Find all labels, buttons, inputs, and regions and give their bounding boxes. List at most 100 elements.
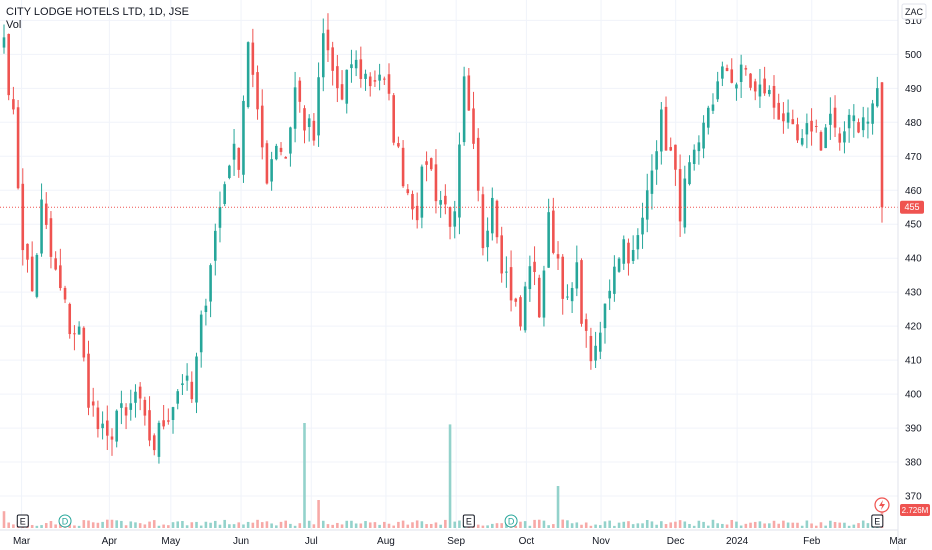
- last-volume-badge: 2.726M: [900, 504, 930, 516]
- volume-bar-103: [486, 525, 489, 528]
- candle-29: [138, 382, 142, 411]
- candle-body-17: [82, 327, 86, 358]
- candle-body-25: [120, 403, 123, 408]
- candle-130: [613, 255, 616, 302]
- time-tick-4: Jul: [305, 536, 318, 547]
- candle-body-2: [12, 99, 15, 110]
- volume-bar-87: [411, 522, 414, 528]
- candle-16: [77, 321, 81, 335]
- volume-bar-84: [397, 521, 400, 528]
- candle-156: [735, 82, 738, 101]
- volume-legend-label[interactable]: Vol: [6, 19, 22, 31]
- volume-bar-69: [326, 524, 330, 528]
- candle-127: [598, 321, 602, 360]
- volume-bar-72: [340, 524, 344, 528]
- candle-154: [725, 64, 729, 72]
- candle-11: [54, 251, 57, 271]
- candle-body-20: [96, 407, 100, 430]
- volume-bar-177: [833, 521, 837, 528]
- candle-body-179: [843, 131, 846, 143]
- candle-body-134: [631, 249, 635, 261]
- candle-184: [866, 107, 870, 139]
- candle-body-123: [580, 260, 583, 324]
- candle-body-161: [758, 84, 762, 97]
- price-tick-400: 400: [905, 390, 922, 401]
- candle-5: [26, 243, 29, 273]
- volume-bar-141: [664, 524, 668, 528]
- candle-116: [547, 198, 550, 268]
- candle-body-110: [519, 297, 522, 327]
- volume-bars: [2, 423, 884, 528]
- candle-body-106: [500, 235, 503, 274]
- volume-bar-16: [77, 525, 81, 528]
- candle-body-187: [880, 82, 884, 208]
- candle-body-169: [796, 124, 799, 141]
- candle-165: [777, 93, 780, 120]
- candle-80: [378, 63, 381, 91]
- candle-78: [368, 72, 372, 97]
- candle-33: [157, 420, 161, 464]
- volume-bar-122: [575, 522, 579, 528]
- time-tick-10: 2024: [726, 536, 749, 547]
- candle-body-64: [303, 108, 306, 131]
- volume-bar-155: [730, 519, 734, 528]
- volume-bar-62: [293, 525, 297, 528]
- chart-grid: [0, 0, 899, 530]
- candle-23: [110, 428, 114, 456]
- candle-body-92: [434, 164, 438, 202]
- candle-body-159: [749, 73, 752, 88]
- candle-44: [209, 263, 212, 318]
- candle-92: [434, 149, 438, 214]
- currency-badge: ZAC: [901, 3, 927, 20]
- candle-164: [772, 75, 776, 120]
- volume-bar-124: [584, 522, 588, 528]
- volume-bar-114: [537, 519, 541, 528]
- candle-body-120: [566, 296, 569, 298]
- candle-body-107: [505, 271, 508, 273]
- volume-bar-105: [495, 523, 499, 528]
- volume-bar-50: [237, 522, 241, 528]
- volume-bar-42: [199, 525, 203, 528]
- chart-legend: CITY LODGE HOTELS LTD, 1D, JSE Vol: [6, 6, 189, 32]
- candle-body-65: [307, 118, 311, 128]
- candle-94: [444, 184, 447, 215]
- candle-body-109: [514, 298, 518, 302]
- candle-134: [631, 235, 635, 265]
- candle-body-122: [575, 262, 579, 289]
- price-axis[interactable]: 370 380 390 400 410 420 430 440 450 460 470 480 490 5…: [905, 16, 922, 503]
- candle-39: [185, 363, 189, 391]
- volume-bar-41: [195, 521, 198, 528]
- chart-title[interactable]: CITY LODGE HOTELS LTD, 1D, JSE: [6, 6, 189, 18]
- candle-body-119: [561, 256, 565, 299]
- last-price-badge: 455: [900, 200, 924, 214]
- volume-bar-70: [331, 524, 334, 528]
- candle-38: [181, 374, 184, 396]
- volume-bar-97: [458, 520, 461, 528]
- candle-115: [542, 265, 546, 327]
- candlestick-series: [2, 13, 884, 464]
- candle-body-125: [589, 335, 593, 362]
- volume-bar-26: [124, 525, 128, 528]
- candle-18: [87, 340, 90, 416]
- candle-28: [134, 384, 137, 418]
- alert-icon[interactable]: [874, 497, 890, 513]
- candle-body-26: [124, 407, 128, 416]
- candle-84: [397, 136, 400, 149]
- volume-bar-85: [401, 520, 405, 528]
- candle-body-88: [415, 205, 419, 221]
- candle-107: [505, 256, 508, 288]
- volume-bar-75: [354, 523, 358, 528]
- candle-body-145: [683, 178, 687, 228]
- earnings-marker-4: E: [871, 514, 884, 528]
- candle-55: [260, 89, 264, 160]
- candle-body-89: [420, 166, 424, 218]
- candle-9: [44, 192, 48, 230]
- candle-58: [275, 143, 278, 161]
- candle-body-12: [59, 265, 62, 289]
- candle-body-6: [30, 256, 34, 292]
- time-axis[interactable]: Mar Apr May Jun Jul Aug Sep Oct Nov Dec 2024 Feb Mar: [13, 536, 907, 547]
- candle-body-152: [716, 81, 719, 100]
- candle-body-71: [336, 66, 339, 89]
- volume-bar-19: [91, 522, 95, 528]
